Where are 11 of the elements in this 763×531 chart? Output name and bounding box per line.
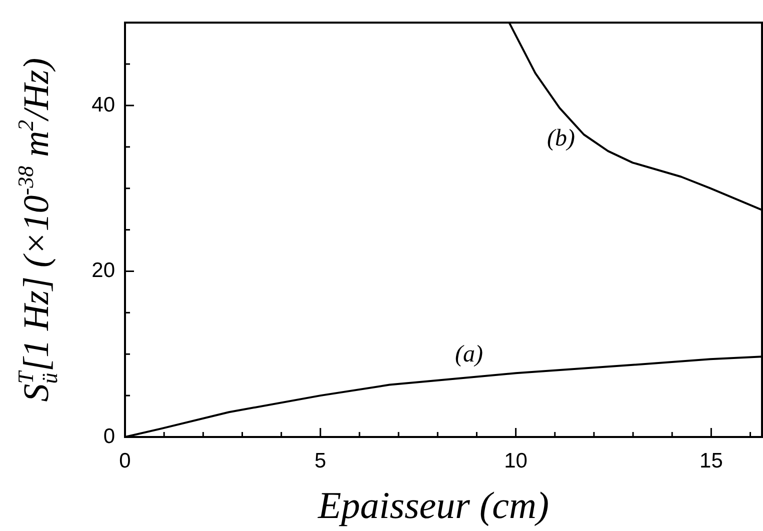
y-tick-label: 40 (92, 93, 115, 116)
y-tick-label: 0 (103, 424, 115, 448)
x-axis-title: Epaisseur (cm) (316, 485, 550, 527)
x-tick-label: 0 (119, 449, 131, 472)
y-tick-label: 20 (92, 259, 115, 282)
x-tick-label: 5 (314, 449, 326, 472)
y-axis-title: STü[1 Hz] (×10-38 m2/Hz) (12, 58, 62, 402)
x-tick-label: 15 (700, 449, 723, 472)
series-label: (b) (547, 125, 576, 152)
x-tick-label: 10 (504, 449, 528, 472)
series-label: (a) (454, 341, 483, 368)
